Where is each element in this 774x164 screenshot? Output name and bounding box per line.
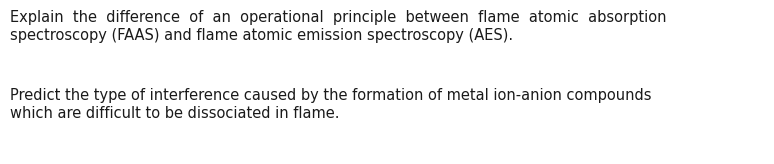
Text: spectroscopy (FAAS) and flame atomic emission spectroscopy (AES).: spectroscopy (FAAS) and flame atomic emi… bbox=[10, 28, 513, 43]
Text: which are difficult to be dissociated in flame.: which are difficult to be dissociated in… bbox=[10, 106, 340, 121]
Text: Explain  the  difference  of  an  operational  principle  between  flame  atomic: Explain the difference of an operational… bbox=[10, 10, 666, 25]
Text: Predict the type of interference caused by the formation of metal ion-anion comp: Predict the type of interference caused … bbox=[10, 88, 652, 103]
